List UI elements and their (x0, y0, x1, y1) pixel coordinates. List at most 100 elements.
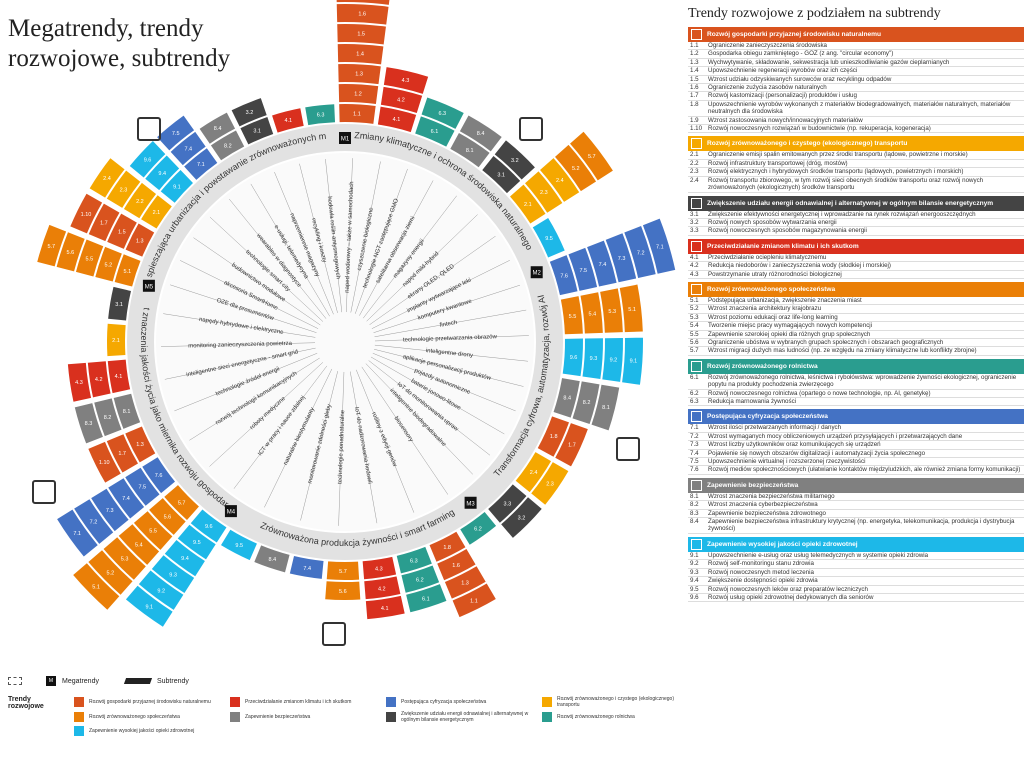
subtrend-label: 5.6 (339, 589, 347, 595)
subtrend-segment (133, 511, 173, 550)
subtrend-label: 5.6 (66, 250, 74, 256)
subtrend-label: 7.4 (184, 146, 192, 152)
subtrend-label: 7.4 (122, 496, 130, 502)
legend-item: Rozwój gospodarki przyjaznej środowisku … (74, 697, 224, 707)
subtrend-label: 8.4 (563, 395, 571, 401)
subtrend-text: Zapewnienie bezpieczeństwa zdrowotnego (708, 509, 826, 517)
subtrend-number: 3.2 (690, 218, 699, 226)
subtrend-label: 5.7 (588, 154, 596, 160)
subtrend-segment (339, 104, 376, 124)
subtrend-label: 8.2 (104, 415, 112, 421)
subtrend-text: Wzrost znaczenia bezpieczeństwa militarn… (708, 492, 835, 500)
subtrend-number: 2.4 (690, 176, 699, 184)
subtrend-segment (580, 292, 603, 334)
subtrend-row: 1.1 Ograniczenie zanieczyszczenia środowi… (688, 42, 1024, 51)
subtrend-row: 5.2 Wzrost znaczenia architektury krajobr… (688, 305, 1024, 314)
megatrend-marker-icon: M (46, 676, 56, 686)
subtrend-segment (91, 488, 129, 532)
category-title: Zapewnienie bezpieczeństwa (707, 481, 799, 489)
subtrend-label: 9.4 (181, 556, 189, 562)
subtrend-segment (494, 140, 535, 180)
subtrend-number: 2.2 (690, 159, 699, 167)
subtrend-label: 9.6 (144, 157, 152, 163)
subtrend-segment (125, 426, 156, 463)
spoke-label: inteligentne drony (425, 348, 473, 359)
legend-swatch (74, 712, 84, 722)
spoke-line (361, 366, 449, 495)
category-title: Zapewnienie wysokiej jakości opieki zdro… (707, 540, 858, 548)
panel-title: Trendy rozwojowe z podziałem na subtrend… (688, 6, 941, 21)
subtrend-segment (450, 133, 490, 168)
spoke-line (374, 335, 529, 342)
subtrend-text: Rozwój transportu zbiorowego, w tym rozw… (708, 176, 984, 192)
subtrend-segment (338, 63, 381, 85)
subtrend-number: 1.6 (690, 84, 699, 92)
subtrend-row: 1.3 Wychwytywanie, składowanie, sekwestra… (688, 59, 1024, 68)
subtrend-row: 5.7 Wzrost migracji dużych mas ludności (… (688, 347, 1024, 356)
spoke-line (366, 214, 478, 322)
subtrend-number: 4.3 (690, 270, 699, 278)
subtrend-label: 9.3 (590, 356, 598, 362)
subtrend-number: 4.2 (690, 262, 699, 270)
subtrend-text: Rozwój infrastruktury transportowej (dró… (708, 159, 848, 167)
legend-label: Zapewnienie bezpieczeństwa (245, 714, 311, 720)
subtrend-row: 2.1 Ograniczenie emisji spalin emitowanyc… (688, 151, 1024, 160)
subtrend-text: Wzrost migracji dużych mas ludności (np.… (708, 347, 977, 355)
subtrend-number: 1.2 (690, 50, 699, 58)
subtrend-number: 5.2 (690, 305, 699, 313)
subtrend-label: 5.4 (135, 543, 143, 549)
subtrend-text: Upowszechnienie wirtualnej i rozszerzone… (708, 458, 866, 466)
subtrend-label: 1.5 (118, 230, 126, 236)
category-header: Rozwój zrównoważonego rolnictwa (688, 358, 1024, 374)
subtrend-label: 6.3 (438, 111, 446, 117)
spoke-line (354, 168, 408, 314)
subtrend-segment (199, 112, 236, 144)
subtrend-segment (138, 570, 184, 610)
subtrend-label: 8.1 (123, 409, 131, 415)
subtrend-label: 6.1 (431, 129, 439, 135)
legend-megatrend-label: Megatrendy (62, 677, 99, 685)
legend-swatch (230, 712, 240, 722)
spoke-line (365, 363, 473, 475)
subtrend-label: 7.4 (599, 262, 607, 268)
legend-item: Zwiększenie udziału energii odnawialnej … (386, 711, 536, 723)
subtrend-text: Redukcja marnowania żywności (708, 398, 797, 405)
spoke-line (370, 356, 505, 435)
megatrend-badge (530, 266, 543, 279)
subtrend-segment (549, 255, 578, 296)
subtrend-segment (555, 144, 597, 192)
subtrend-label: 8.2 (583, 400, 591, 406)
subtrend-segment (74, 499, 114, 544)
subtrend-text: Rozwój kastomizacji (personalizacji) pro… (708, 92, 857, 100)
trends-panel: Trendy rozwojowe z podziałem na subtrend… (688, 6, 1024, 603)
subtrend-segment (380, 86, 423, 113)
subtrend-segment (383, 67, 429, 94)
subtrend-text: Upowszechnienie e-usług oraz usług telem… (708, 551, 929, 559)
spoke-line (250, 183, 330, 317)
subtrend-segment (336, 3, 389, 25)
subtrend-number: 9.4 (690, 577, 699, 585)
subtrend-row: 7.5 Upowszechnienie wirtualnej i rozszerz… (688, 458, 1024, 467)
subtrend-segment (88, 441, 121, 483)
subtrend-row: 9.1 Upowszechnienie e-usług oraz usług te… (688, 551, 1024, 561)
subtrend-segment (151, 555, 195, 594)
spoke-line (189, 357, 320, 441)
subtrend-label: 7.2 (90, 519, 98, 525)
subtrend-segment (107, 213, 137, 249)
subtrend-segment (582, 338, 603, 380)
category-title: Postępująca cyfryzacja społeczeństwa (707, 413, 828, 421)
subtrend-row: 9.6 Rozwój usług opieki zdrowotnej dedyko… (688, 594, 1024, 603)
subtrend-label: 5.4 (589, 312, 597, 318)
subtrend-row: 1.7 Rozwój kastomizacji (personalizacji) … (688, 92, 1024, 101)
category-header: Rozwój zrównoważonego społeczeństwa (688, 281, 1024, 297)
subtrend-row: 4.2 Redukcja niedoborów i zanieczyszczeni… (688, 262, 1024, 271)
subtrend-label: 9.5 (193, 540, 201, 546)
subtrend-row: 9.2 Rozwój self-monitoringu stanu zdrowia (688, 560, 1024, 569)
subtrend-segment (305, 104, 336, 126)
legend-swatch (386, 697, 396, 707)
subtrend-segment (145, 155, 180, 191)
category-title: Rozwój gospodarki przyjaznej środowisku … (707, 31, 882, 38)
subtrend-number: 4.1 (690, 253, 699, 261)
category-title: Rozwój zrównoważonego i czystego (ekolog… (707, 140, 908, 148)
spoke-line (233, 365, 328, 489)
